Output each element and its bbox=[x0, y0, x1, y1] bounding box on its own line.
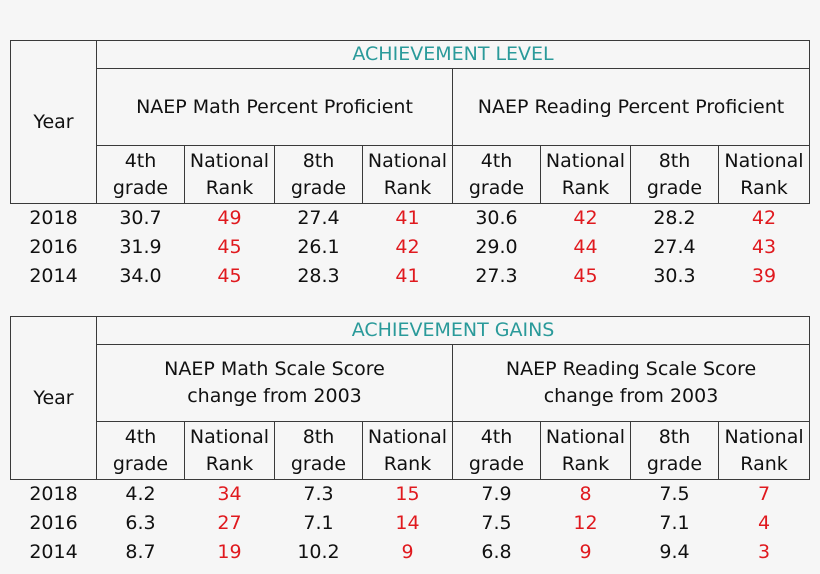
column-header: 4th grade bbox=[96, 421, 185, 480]
value-cell: 7.5 bbox=[481, 512, 512, 534]
rank-cell: 41 bbox=[395, 207, 420, 229]
column-header: National Rank bbox=[540, 145, 631, 204]
value-cell: 7.9 bbox=[481, 483, 512, 505]
achievement-level-table: Year ACHIEVEMENT LEVEL NAEP Math Percent… bbox=[10, 40, 811, 291]
value-cell: 7.1 bbox=[303, 512, 334, 534]
value-cell: 28.2 bbox=[653, 207, 696, 229]
year-header: Year bbox=[10, 316, 97, 480]
year-cell: 2016 bbox=[29, 236, 78, 258]
table-row: 2014 8.7 19 10.2 9 6.8 9 9.4 3 bbox=[11, 538, 810, 567]
rank-cell: 3 bbox=[757, 541, 771, 563]
column-header: National Rank bbox=[362, 421, 453, 480]
group-title: NAEP Reading Scale Score bbox=[505, 358, 757, 380]
column-header: 8th grade bbox=[274, 421, 363, 480]
column-header: National Rank bbox=[717, 421, 811, 480]
rank-cell: 8 bbox=[579, 483, 592, 505]
rank-cell: 9 bbox=[579, 541, 592, 563]
value-cell: 30.7 bbox=[119, 207, 162, 229]
group-header-math: NAEP Math Scale Score change from 2003 bbox=[96, 344, 453, 422]
rank-cell: 12 bbox=[573, 512, 598, 534]
rank-cell: 14 bbox=[395, 512, 420, 534]
rank-cell: 9 bbox=[401, 541, 414, 563]
column-header: National Rank bbox=[184, 145, 275, 204]
value-cell: 10.2 bbox=[297, 541, 340, 563]
value-cell: 31.9 bbox=[119, 236, 162, 258]
column-header: 8th grade bbox=[274, 145, 363, 204]
rank-cell: 15 bbox=[395, 483, 420, 505]
year-header: Year bbox=[10, 40, 97, 204]
rank-cell: 43 bbox=[751, 236, 777, 258]
section-title: ACHIEVEMENT GAINS bbox=[95, 316, 811, 345]
achievement-gains-table: Year ACHIEVEMENT GAINS NAEP Math Scale S… bbox=[10, 316, 811, 567]
value-cell: 7.3 bbox=[303, 483, 334, 505]
group-header-reading: NAEP Reading Percent Proficient bbox=[451, 68, 811, 146]
column-header: 4th grade bbox=[452, 145, 541, 204]
group-title: NAEP Math Scale Score bbox=[164, 358, 385, 380]
year-cell: 2016 bbox=[29, 512, 78, 534]
value-cell: 30.6 bbox=[475, 207, 518, 229]
rank-cell: 19 bbox=[217, 541, 242, 563]
section-title: ACHIEVEMENT LEVEL bbox=[95, 40, 811, 69]
value-cell: 26.1 bbox=[297, 236, 340, 258]
column-header: National Rank bbox=[184, 421, 275, 480]
rank-cell: 41 bbox=[395, 265, 420, 287]
value-cell: 4.2 bbox=[125, 483, 156, 505]
table-row: 2018 4.2 34 7.3 15 7.9 8 7.5 7 bbox=[11, 480, 810, 510]
column-header: National Rank bbox=[540, 421, 631, 480]
value-cell: 30.3 bbox=[653, 265, 696, 287]
year-cell: 2014 bbox=[29, 541, 78, 563]
group-subtitle: change from 2003 bbox=[187, 385, 362, 407]
value-cell: 27.4 bbox=[653, 236, 696, 258]
rank-cell: 39 bbox=[751, 265, 777, 287]
year-cell: 2018 bbox=[29, 207, 78, 229]
value-cell: 6.8 bbox=[481, 541, 512, 563]
group-header-math: NAEP Math Percent Proficient bbox=[96, 68, 453, 146]
year-cell: 2018 bbox=[29, 483, 78, 505]
rank-cell: 44 bbox=[573, 236, 598, 258]
rank-cell: 49 bbox=[217, 207, 242, 229]
rank-cell: 27 bbox=[217, 512, 242, 534]
group-title: NAEP Reading Percent Proficient bbox=[477, 95, 785, 118]
rank-cell: 42 bbox=[573, 207, 598, 229]
rank-cell: 45 bbox=[217, 265, 242, 287]
table-row: 2016 31.9 45 26.1 42 29.0 44 27.4 43 bbox=[11, 233, 810, 262]
column-header: 8th grade bbox=[630, 145, 719, 204]
table-row: 2014 34.0 45 28.3 41 27.3 45 30.3 39 bbox=[11, 262, 810, 291]
value-cell: 27.4 bbox=[297, 207, 340, 229]
value-cell: 9.4 bbox=[659, 541, 690, 563]
rank-cell: 42 bbox=[751, 207, 777, 229]
column-header: 4th grade bbox=[452, 421, 541, 480]
value-cell: 27.3 bbox=[475, 265, 518, 287]
group-subtitle: change from 2003 bbox=[543, 385, 719, 407]
value-cell: 29.0 bbox=[475, 236, 518, 258]
rank-cell: 42 bbox=[395, 236, 420, 258]
value-cell: 28.3 bbox=[297, 265, 340, 287]
rank-cell: 34 bbox=[217, 483, 242, 505]
group-title: NAEP Math Percent Proficient bbox=[136, 95, 413, 118]
value-cell: 7.5 bbox=[659, 483, 690, 505]
table-row: 2016 6.3 27 7.1 14 7.5 12 7.1 4 bbox=[11, 509, 810, 538]
group-header-reading: NAEP Reading Scale Score change from 200… bbox=[451, 344, 811, 422]
year-cell: 2014 bbox=[29, 265, 78, 287]
value-cell: 34.0 bbox=[119, 265, 162, 287]
rank-cell: 45 bbox=[573, 265, 598, 287]
value-cell: 7.1 bbox=[659, 512, 690, 534]
rank-cell: 7 bbox=[757, 483, 771, 505]
column-header: National Rank bbox=[717, 145, 811, 204]
value-cell: 8.7 bbox=[125, 541, 156, 563]
value-cell: 6.3 bbox=[125, 512, 156, 534]
rank-cell: 45 bbox=[217, 236, 242, 258]
rank-cell: 4 bbox=[757, 512, 771, 534]
column-header: 4th grade bbox=[96, 145, 185, 204]
table-row: 2018 30.7 49 27.4 41 30.6 42 28.2 42 bbox=[11, 204, 810, 234]
column-header: 8th grade bbox=[630, 421, 719, 480]
column-header: National Rank bbox=[362, 145, 453, 204]
